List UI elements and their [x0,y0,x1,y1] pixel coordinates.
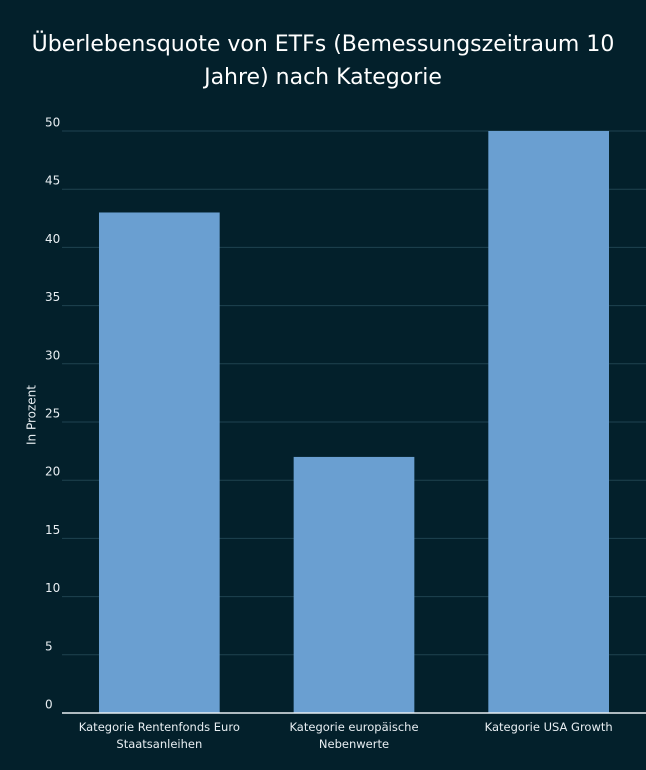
y-tick-label: 20 [45,465,60,479]
y-tick-label: 15 [45,523,60,537]
y-tick-label: 30 [45,348,60,362]
y-tick-label: 5 [45,639,53,653]
y-tick-label: 50 [45,116,60,130]
y-tick-label: 40 [45,232,60,246]
bar [293,456,415,713]
bar [98,212,220,714]
y-tick-label: 45 [45,174,60,188]
y-tick-label: 25 [45,407,60,421]
y-tick-label: 0 [45,698,53,712]
y-tick-label: 10 [45,581,60,595]
y-axis-label: In Prozent [25,385,39,445]
x-tick-label: Kategorie europäische Nebenwerte [289,720,419,751]
chart-title: Überlebensquote von ETFs (Bemessungszeit… [31,32,615,90]
x-tick-label: Kategorie Rentenfonds Euro Staatsanleihe… [78,720,240,751]
y-tick-label: 35 [45,290,60,304]
x-tick-label: Kategorie USA Growth [484,720,613,734]
bar [488,131,610,713]
